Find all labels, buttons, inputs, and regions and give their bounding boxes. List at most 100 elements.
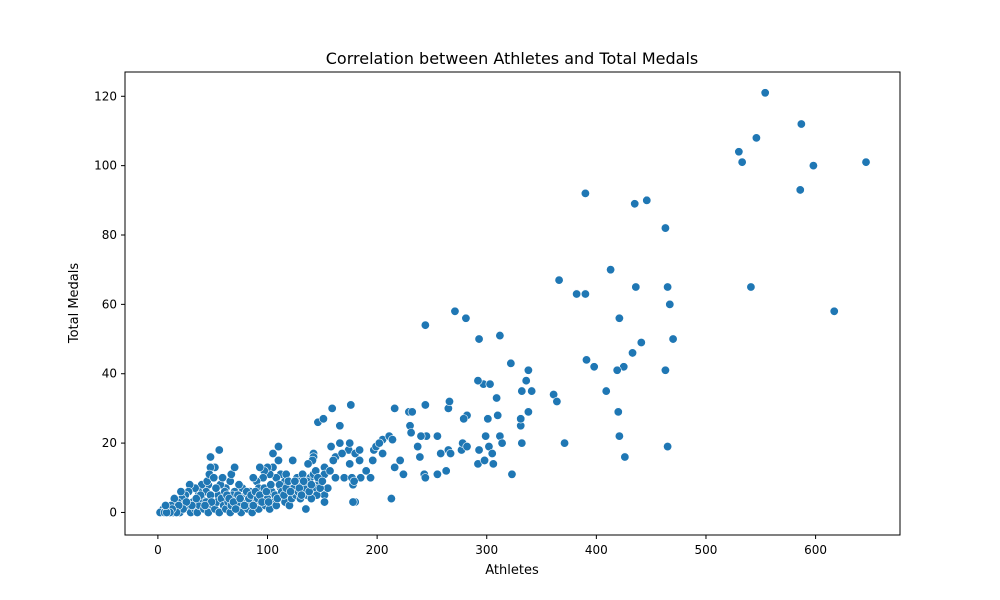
data-point	[323, 483, 333, 493]
data-point	[461, 313, 471, 323]
data-point	[328, 455, 338, 465]
data-point	[795, 185, 805, 195]
data-point	[255, 462, 265, 472]
data-point	[516, 414, 526, 424]
data-point	[390, 403, 400, 413]
data-point	[606, 265, 616, 275]
data-point	[415, 452, 425, 462]
data-point	[326, 442, 336, 452]
data-point	[248, 473, 258, 483]
data-point	[483, 414, 493, 424]
x-tick-label: 200	[366, 543, 389, 557]
data-point	[335, 438, 345, 448]
data-point	[441, 466, 451, 476]
data-point	[268, 448, 278, 458]
data-point	[266, 480, 276, 490]
data-point	[796, 119, 806, 129]
data-point	[264, 497, 274, 507]
data-point	[337, 448, 347, 458]
data-point	[497, 438, 507, 448]
data-point	[861, 157, 871, 167]
data-point	[368, 455, 378, 465]
data-point	[521, 376, 531, 386]
data-point	[628, 348, 638, 358]
data-point	[580, 188, 590, 198]
data-point	[398, 469, 408, 479]
data-point	[366, 473, 376, 483]
y-tick-label: 120	[94, 89, 117, 103]
data-point	[218, 473, 228, 483]
data-point	[361, 466, 371, 476]
data-point	[631, 282, 641, 292]
data-point	[580, 289, 590, 299]
data-point	[734, 147, 744, 157]
data-point	[420, 473, 430, 483]
data-point	[737, 157, 747, 167]
data-point	[552, 396, 562, 406]
data-point	[462, 442, 472, 452]
data-point	[231, 504, 241, 514]
data-point	[474, 334, 484, 344]
data-point	[176, 487, 186, 497]
data-point	[346, 400, 356, 410]
data-point	[481, 431, 491, 441]
data-point	[492, 393, 502, 403]
data-point	[636, 338, 646, 348]
data-point	[560, 438, 570, 448]
data-point	[273, 455, 283, 465]
data-point	[290, 476, 300, 486]
data-point	[432, 431, 442, 441]
y-tick-label: 0	[109, 505, 117, 519]
data-point	[614, 431, 624, 441]
data-point	[480, 455, 490, 465]
data-point	[273, 442, 283, 452]
data-point	[211, 483, 221, 493]
y-axis: 0 20 40 60 80 100 120	[94, 89, 125, 519]
data-point	[395, 455, 405, 465]
plot-frame	[124, 71, 901, 536]
data-point	[339, 473, 349, 483]
data-point	[303, 459, 313, 469]
data-point	[234, 480, 244, 490]
data-point	[348, 497, 358, 507]
x-tick-label: 500	[695, 543, 718, 557]
data-point	[355, 445, 365, 455]
data-point	[306, 480, 316, 490]
data-point	[450, 306, 460, 316]
data-point	[235, 494, 245, 504]
x-axis-label: Athletes	[485, 563, 539, 578]
data-point	[614, 313, 624, 323]
data-point	[345, 438, 355, 448]
data-point	[378, 448, 388, 458]
data-point	[209, 473, 219, 483]
data-point	[327, 403, 337, 413]
data-point	[668, 334, 678, 344]
data-point	[420, 320, 430, 330]
data-point	[612, 365, 622, 375]
data-point	[206, 452, 216, 462]
data-point	[386, 494, 396, 504]
data-point	[829, 306, 839, 316]
y-tick-label: 100	[94, 159, 117, 173]
y-tick-label: 80	[102, 228, 117, 242]
data-point	[413, 442, 423, 452]
data-point	[318, 414, 328, 424]
data-point	[355, 455, 365, 465]
data-point	[161, 501, 171, 511]
data-point	[446, 448, 456, 458]
data-point	[517, 438, 527, 448]
data-point	[286, 487, 296, 497]
points-layer	[155, 88, 871, 517]
data-point	[390, 462, 400, 472]
data-point	[436, 448, 446, 458]
data-point	[527, 386, 537, 396]
data-point	[317, 476, 327, 486]
data-point	[642, 195, 652, 205]
data-point	[554, 275, 564, 285]
data-point	[572, 289, 582, 299]
data-point	[630, 199, 640, 209]
data-point	[432, 469, 442, 479]
y-axis-label: Total Medals	[67, 263, 82, 345]
x-tick-label: 400	[585, 543, 608, 557]
data-point	[301, 504, 311, 514]
